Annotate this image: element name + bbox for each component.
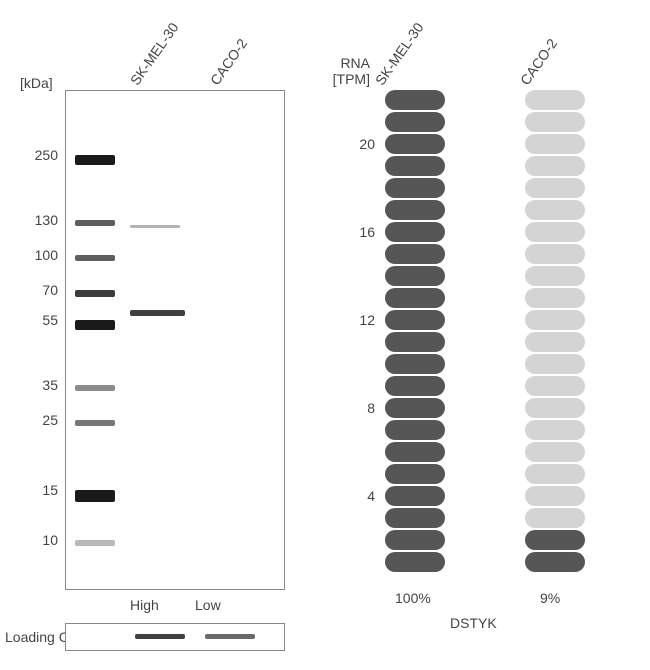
tpm-pill	[525, 200, 585, 220]
tpm-pill	[525, 508, 585, 528]
tpm-pill	[385, 552, 445, 572]
loading-control-band	[135, 634, 185, 639]
tpm-pill	[385, 332, 445, 352]
pct-label-2: 9%	[540, 590, 560, 606]
tpm-pill	[525, 90, 585, 110]
tpm-header: RNA [TPM]	[315, 55, 370, 87]
tpm-pill	[385, 310, 445, 330]
ladder-band	[75, 220, 115, 226]
tpm-pill	[525, 552, 585, 572]
tpm-tick-label: 16	[345, 224, 375, 240]
tpm-pill	[385, 442, 445, 462]
mw-marker-label: 10	[18, 532, 58, 548]
lane-label-2: CACO-2	[207, 35, 250, 88]
tpm-pill	[525, 244, 585, 264]
mw-marker-label: 100	[18, 247, 58, 263]
tpm-pill	[525, 112, 585, 132]
ladder-band	[75, 290, 115, 297]
tpm-pill	[385, 178, 445, 198]
tpm-pill	[385, 134, 445, 154]
mw-marker-label: 25	[18, 412, 58, 428]
high-label: High	[130, 597, 159, 613]
tpm-pill	[385, 200, 445, 220]
tpm-pill	[525, 376, 585, 396]
tpm-tick-label: 8	[345, 400, 375, 416]
tpm-pill	[385, 90, 445, 110]
ladder-band	[75, 255, 115, 261]
tpm-pill-column	[385, 90, 445, 572]
ladder-band	[75, 155, 115, 165]
tpm-pill	[525, 354, 585, 374]
tpm-pill	[385, 420, 445, 440]
tpm-col-label-1: SK-MEL-30	[372, 20, 427, 88]
tpm-pill	[385, 530, 445, 550]
tpm-pill	[385, 354, 445, 374]
tpm-panel: RNA [TPM] SK-MEL-30 CACO-2 20 16 12 8 4 100%…	[300, 0, 650, 670]
mw-marker-label: 130	[18, 212, 58, 228]
tpm-pill	[385, 508, 445, 528]
tpm-pill	[385, 464, 445, 484]
ladder-band	[75, 420, 115, 426]
sample-band	[130, 310, 185, 316]
tpm-pill	[525, 134, 585, 154]
tpm-pill	[525, 486, 585, 506]
tpm-pill	[385, 156, 445, 176]
tpm-pill	[385, 112, 445, 132]
tpm-pill	[525, 398, 585, 418]
tpm-tick-label: 12	[345, 312, 375, 328]
tpm-pill	[525, 266, 585, 286]
tpm-pill	[525, 310, 585, 330]
tpm-tick-label: 20	[345, 136, 375, 152]
loading-control-band	[205, 634, 255, 639]
tpm-pill	[385, 376, 445, 396]
lane-label-1: SK-MEL-30	[127, 20, 182, 88]
sample-band	[130, 225, 180, 228]
tpm-pill	[385, 244, 445, 264]
tpm-pill	[525, 464, 585, 484]
tpm-pill	[525, 156, 585, 176]
low-label: Low	[195, 597, 221, 613]
blot-membrane	[65, 90, 285, 590]
mw-marker-label: 55	[18, 312, 58, 328]
tpm-pill	[525, 332, 585, 352]
mw-marker-label: 35	[18, 377, 58, 393]
tpm-pill	[525, 288, 585, 308]
pct-label-1: 100%	[395, 590, 431, 606]
mw-marker-label: 250	[18, 147, 58, 163]
tpm-pill	[525, 420, 585, 440]
tpm-pill	[525, 178, 585, 198]
tpm-pill	[525, 442, 585, 462]
tpm-col-label-2: CACO-2	[517, 35, 560, 88]
ladder-band	[75, 490, 115, 502]
tpm-tick-label: 4	[345, 488, 375, 504]
tpm-pill	[385, 398, 445, 418]
ladder-band	[75, 540, 115, 546]
tpm-pill	[385, 288, 445, 308]
mw-marker-label: 15	[18, 482, 58, 498]
tpm-pill-column	[525, 90, 585, 572]
tpm-pill	[385, 486, 445, 506]
tpm-pill	[385, 266, 445, 286]
ladder-band	[75, 385, 115, 391]
mw-marker-label: 70	[18, 282, 58, 298]
gene-label: DSTYK	[450, 615, 497, 631]
tpm-pill	[525, 222, 585, 242]
tpm-pill	[525, 530, 585, 550]
kda-unit-label: [kDa]	[20, 75, 53, 91]
ladder-band	[75, 320, 115, 330]
western-blot-panel: [kDa] SK-MEL-30 CACO-2 250 130 100 70 55 35 25…	[0, 0, 300, 670]
tpm-pill	[385, 222, 445, 242]
